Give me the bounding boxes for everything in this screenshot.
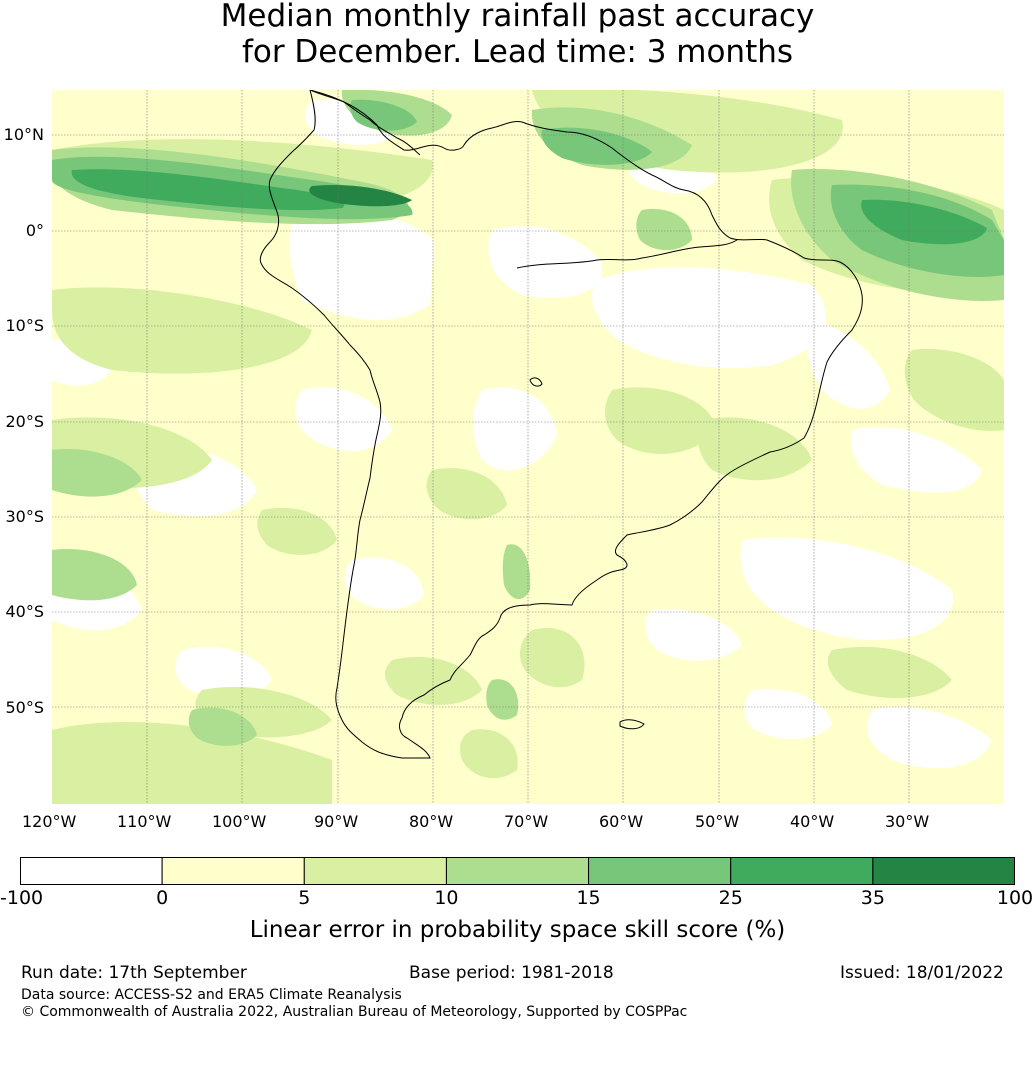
lon-label-80w: 80°W <box>409 812 454 831</box>
lon-label-50w: 50°W <box>695 812 740 831</box>
issued-date: Issued: 18/01/2022 <box>840 963 1004 983</box>
colorbar-tick-label: 100 <box>996 887 1034 909</box>
colorbar-box-6 <box>872 857 1015 885</box>
colorbar-tick-label: -100 <box>0 887 44 909</box>
lon-label-120w: 120°W <box>22 812 77 831</box>
map-gridlines <box>52 90 1004 804</box>
falkland-islands <box>619 719 645 730</box>
colorbar-box-4 <box>588 857 732 885</box>
chart-title-line2: for December. Lead time: 3 months <box>241 34 794 70</box>
lon-label-30w: 30°W <box>885 812 930 831</box>
chart-title-line1: Median monthly rainfall past accuracy <box>220 0 815 34</box>
lon-label-90w: 90°W <box>314 812 359 831</box>
lat-label-10s: 10°S <box>5 316 44 335</box>
lon-label-70w: 70°W <box>504 812 549 831</box>
lon-label-100w: 100°W <box>212 812 267 831</box>
colorbar-tick-label: 5 <box>298 887 311 909</box>
amazon-river <box>516 239 738 269</box>
colorbar-box-5 <box>730 857 874 885</box>
colorbar <box>20 857 1015 885</box>
lat-label-40s: 40°S <box>5 602 44 621</box>
colorbar-tick-label: 35 <box>860 887 885 909</box>
run-date: Run date: 17th September <box>21 963 247 983</box>
lat-label-20s: 20°S <box>5 412 44 431</box>
colorbar-box-3 <box>445 857 590 885</box>
south-america-coastline <box>259 90 863 759</box>
data-source: Data source: ACCESS-S2 and ERA5 Climate … <box>21 987 402 1003</box>
base-period: Base period: 1981-2018 <box>409 963 614 983</box>
colorbar-tick-label: 25 <box>718 887 743 909</box>
colorbar-box-2 <box>303 857 447 885</box>
negative-skill-regions <box>52 99 992 769</box>
skill-score-map <box>52 90 1004 804</box>
colorbar-label: Linear error in probability space skill … <box>249 917 786 943</box>
colorbar-box-0 <box>20 857 163 885</box>
lake-titicaca <box>529 377 543 387</box>
lon-label-40w: 40°W <box>790 812 835 831</box>
skill-35-100-regions <box>309 184 412 207</box>
lon-label-60w: 60°W <box>599 812 644 831</box>
colorbar-box-1 <box>161 857 305 885</box>
colorbar-tick-label: 15 <box>576 887 601 909</box>
lon-label-110w: 110°W <box>117 812 172 831</box>
skill-25-35-regions <box>71 169 987 245</box>
central-america-coastline <box>309 90 421 156</box>
lat-label-0: 0° <box>25 221 44 240</box>
copyright: © Commonwealth of Australia 2022, Austra… <box>21 1004 688 1020</box>
colorbar-tick-label: 10 <box>434 887 459 909</box>
colorbar-tick-label: 0 <box>156 887 169 909</box>
lat-label-50s: 50°S <box>5 698 44 717</box>
lat-label-10n: 10°N <box>3 125 44 144</box>
lat-label-30s: 30°S <box>5 507 44 526</box>
